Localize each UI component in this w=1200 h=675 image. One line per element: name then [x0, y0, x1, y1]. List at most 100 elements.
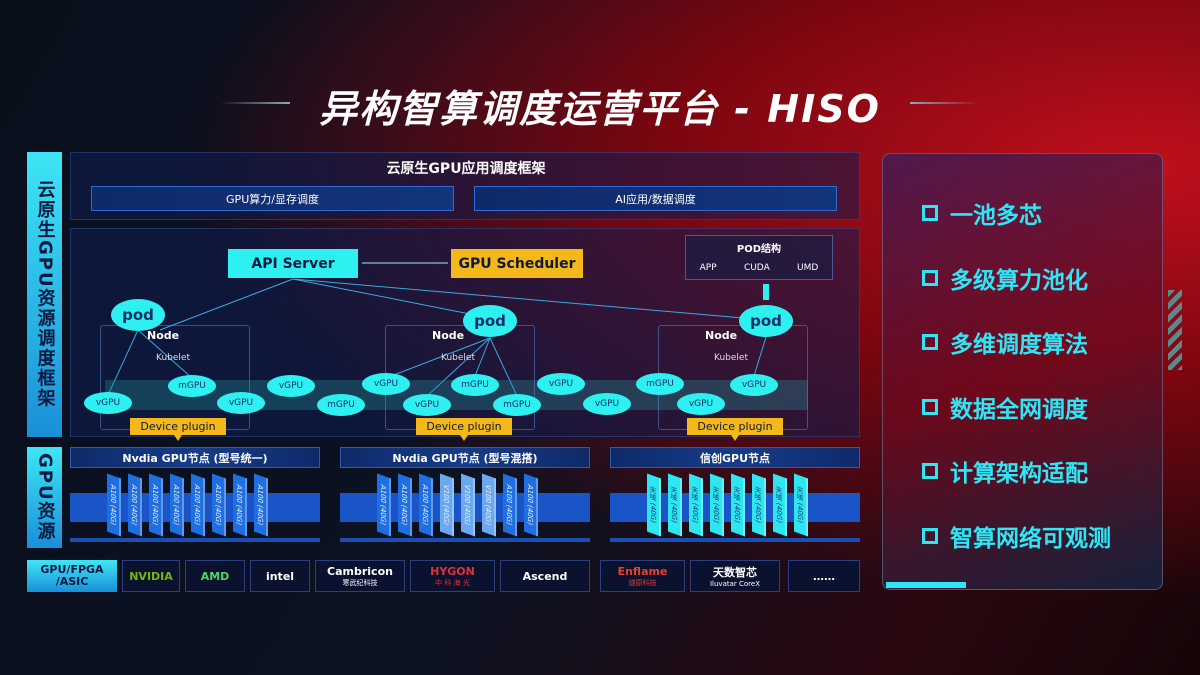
vendor-name: Ascend	[522, 569, 568, 583]
vendor-logo-: ……	[788, 560, 860, 592]
vendor-logo-nvidia: NVIDIA	[122, 560, 180, 592]
arrow-down-icon	[174, 435, 182, 441]
gpu-card: A100 (40G)	[107, 473, 121, 537]
vendor-name: ……	[813, 569, 835, 583]
gpu-card: A100 (40G)	[524, 473, 538, 537]
link-pod1-mgpu	[137, 329, 193, 379]
device-plugin-box: Device plugin	[416, 418, 512, 435]
node-label: Node	[705, 329, 738, 342]
pod-app: APP	[699, 263, 717, 273]
vendor-logo-hygon: HYGON 中 科 海 光	[410, 560, 495, 592]
chips-side-label: GPU/FPGA /ASIC	[27, 560, 117, 592]
vendor-name: intel	[265, 569, 295, 583]
pod-structure-title: POD结构	[736, 244, 782, 255]
vendor-name: 天数智芯	[713, 566, 757, 579]
gpu-card: 天垓 (40G)	[773, 473, 787, 537]
gpu-card: 天垓 (40G)	[689, 473, 703, 537]
vendor-logo-ascend: Ascend	[500, 560, 590, 592]
virtual-gpu-bubble: mGPU	[636, 373, 684, 395]
virtual-gpu-bubble: mGPU	[493, 394, 541, 416]
virtual-gpu-bubble: vGPU	[583, 393, 631, 415]
vendor-name: Enflame	[617, 564, 668, 578]
gpu-card: 天垓 (40G)	[668, 473, 682, 537]
gpu-card: A100 (40G)	[149, 473, 163, 537]
vendor-logo-amd: AMD	[185, 560, 245, 592]
arrow-down-icon	[731, 435, 739, 441]
vendor-logo-cambricon: Cambricon 寒武纪科技	[315, 560, 405, 592]
gpu-card: V100 (40G)	[440, 473, 454, 537]
feature-label: 一池多芯	[950, 203, 1042, 229]
checkbox-icon	[922, 334, 938, 350]
link-pod1-vgpu	[107, 329, 139, 396]
device-plugin-box: Device plugin	[687, 418, 783, 435]
gpu-card: 天垓 (40G)	[752, 473, 766, 537]
vendor-name: HYGON	[430, 564, 475, 578]
features-panel	[882, 153, 1163, 590]
link-pod2-vgpu2	[426, 337, 491, 397]
virtual-gpu-bubble: mGPU	[168, 375, 216, 397]
gpu-card: 天垓 (40G)	[794, 473, 808, 537]
vendor-name: Cambricon	[327, 564, 393, 578]
kubelet-label: Kubelet	[714, 353, 748, 363]
gpu-card: 天垓 (40G)	[710, 473, 724, 537]
kubelet-label: Kubelet	[441, 353, 475, 363]
ai-data-scheduling-item: AI应用/数据调度	[474, 186, 837, 211]
virtual-gpu-bubble: mGPU	[451, 374, 499, 396]
vendor-logo-enflame: Enflame 燧原科技	[600, 560, 685, 592]
gpu-card: A100 (40G)	[377, 473, 391, 537]
checkbox-icon	[922, 463, 938, 479]
vendor-logo-intel: intel	[250, 560, 310, 592]
link-pod3-vgpu	[753, 336, 767, 377]
link-api-node1	[159, 278, 294, 331]
gpu-node-base	[70, 538, 320, 542]
pod-bubble: pod	[739, 305, 793, 337]
link-api-node2	[292, 278, 491, 319]
app-framework-title: 云原生GPU应用调度框架	[386, 161, 546, 177]
feature-label: 计算架构适配	[950, 461, 1088, 487]
link-api-node3	[292, 278, 767, 321]
checkbox-icon	[922, 269, 938, 286]
link-pod2-mgpu2	[489, 337, 518, 397]
feature-item: 数据全网调度	[922, 390, 1088, 424]
vendor-subtitle: 中 科 海 光	[435, 578, 470, 587]
gpu-card: A100 (40G)	[254, 473, 268, 537]
gpu-scheduling-item: GPU算力/显存调度	[91, 186, 454, 211]
virtual-gpu-bubble: vGPU	[362, 373, 410, 395]
device-plugin-box: Device plugin	[130, 418, 226, 435]
gpu-card: A100 (40G)	[419, 473, 433, 537]
link-pod2-vgpu	[385, 337, 491, 379]
gpu-node-header: 信创GPU节点	[610, 447, 860, 468]
feature-item: 多级算力池化	[922, 261, 1088, 295]
gpu-node-base	[610, 538, 860, 542]
gpu-node-header: Nvdia GPU节点 (型号统一)	[70, 447, 320, 468]
virtual-gpu-bubble: vGPU	[730, 374, 778, 396]
feature-item: 多维调度算法	[922, 325, 1088, 359]
gpu-card: A100 (40G)	[170, 473, 184, 537]
checkbox-icon	[922, 398, 938, 415]
node-label: Node	[147, 329, 180, 342]
page-title: 异构智算调度运营平台 - HISO	[319, 87, 881, 131]
gpu-card: A100 (40G)	[128, 473, 142, 537]
virtual-gpu-bubble: vGPU	[677, 393, 725, 415]
pod-bubble: pod	[111, 299, 165, 331]
vendor-subtitle: 燧原科技	[628, 578, 657, 587]
gpu-card: V100 (40G)	[482, 473, 496, 537]
kubelet-label: Kubelet	[156, 353, 190, 363]
arrow-down-icon	[460, 435, 468, 441]
feature-label: 智算网络可观测	[950, 525, 1111, 552]
title-decoration-left	[220, 102, 290, 104]
feature-item: 一池多芯	[922, 196, 1042, 230]
virtual-gpu-bubble: vGPU	[537, 373, 585, 395]
pod-structure-box: POD结构 APP CUDA UMD	[685, 235, 833, 280]
feature-label: 多维调度算法	[950, 332, 1088, 358]
vendor-name: AMD	[200, 569, 230, 583]
vendor-name: NVIDIA	[129, 569, 173, 583]
pod-bubble: pod	[463, 305, 517, 337]
link-pod2-mgpu	[474, 337, 491, 377]
feature-item: 计算架构适配	[922, 454, 1088, 488]
framework-side-label: 云原生GPU资源调度框架	[27, 152, 62, 437]
vendor-subtitle: Iluvatar CoreX	[709, 580, 760, 588]
gpu-card: A100 (40G)	[191, 473, 205, 537]
feature-item: 智算网络可观测	[922, 519, 1111, 553]
